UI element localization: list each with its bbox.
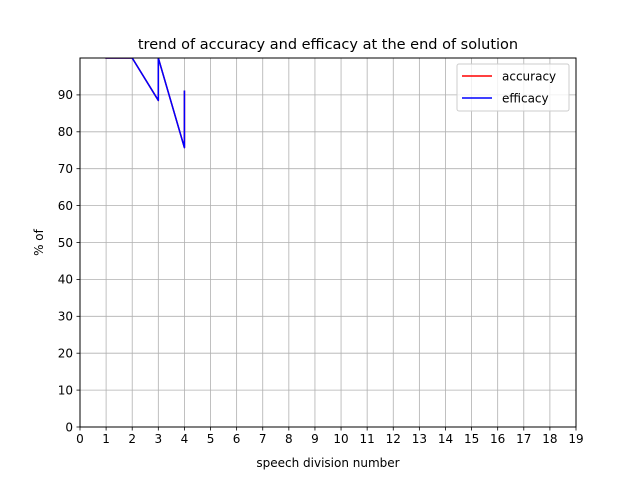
x-tick-label: 9 bbox=[311, 432, 319, 446]
y-tick-label: 10 bbox=[58, 383, 73, 397]
y-axis-title: % of bbox=[32, 228, 46, 256]
x-tick-label: 6 bbox=[233, 432, 241, 446]
series-lines bbox=[105, 58, 186, 149]
x-tick-label: 10 bbox=[333, 432, 348, 446]
x-axis-title: speech division number bbox=[256, 456, 399, 470]
axis-ticks: 0 1 2 3 4 5 6 7 8 9 10 11 12 13 14 15 16 17 18 190102030405… bbox=[58, 88, 584, 446]
x-tick-label: 12 bbox=[386, 432, 401, 446]
x-tick-label: 19 bbox=[568, 432, 583, 446]
x-tick-label: 0 bbox=[76, 432, 84, 446]
x-tick-label: 18 bbox=[542, 432, 557, 446]
x-tick-label: 8 bbox=[285, 432, 293, 446]
x-tick-label: 2 bbox=[128, 432, 136, 446]
x-tick-label: 7 bbox=[259, 432, 267, 446]
x-tick-label: 16 bbox=[490, 432, 505, 446]
x-tick-label: 13 bbox=[412, 432, 427, 446]
legend: accuracy efficacy bbox=[456, 63, 570, 112]
y-tick-label: 90 bbox=[58, 88, 73, 102]
x-tick-label: 1 bbox=[102, 432, 110, 446]
x-tick-label: 15 bbox=[464, 432, 479, 446]
x-tick-label: 11 bbox=[360, 432, 375, 446]
x-tick-label: 4 bbox=[181, 432, 189, 446]
legend-label-accuracy: accuracy bbox=[502, 69, 556, 83]
y-tick-label: 60 bbox=[58, 199, 73, 213]
x-tick-label: 14 bbox=[438, 432, 453, 446]
legend-label-efficacy: efficacy bbox=[502, 91, 549, 105]
y-tick-label: 20 bbox=[58, 347, 73, 361]
y-tick-label: 50 bbox=[58, 236, 73, 250]
y-tick-label: 40 bbox=[58, 273, 73, 287]
y-tick-label: 0 bbox=[65, 420, 73, 434]
y-tick-label: 80 bbox=[58, 125, 73, 139]
series-line-efficacy bbox=[105, 58, 186, 149]
y-tick-label: 30 bbox=[58, 310, 73, 324]
x-tick-label: 17 bbox=[516, 432, 531, 446]
x-tick-label: 3 bbox=[154, 432, 162, 446]
chart-title: trend of accuracy and efficacy at the en… bbox=[138, 37, 518, 53]
x-tick-label: 5 bbox=[207, 432, 215, 446]
y-tick-label: 70 bbox=[58, 162, 73, 176]
